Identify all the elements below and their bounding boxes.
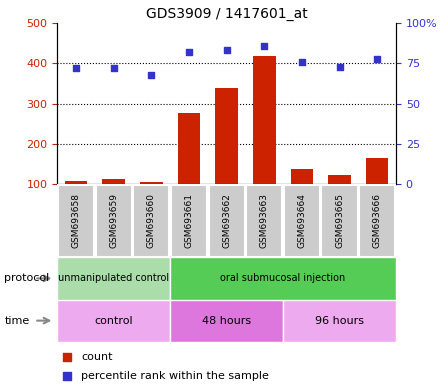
Point xyxy=(336,63,343,70)
Point xyxy=(261,43,268,49)
Bar xyxy=(284,185,320,257)
Point xyxy=(110,65,117,71)
Text: GSM693659: GSM693659 xyxy=(109,193,118,248)
Bar xyxy=(322,185,358,257)
Bar xyxy=(328,175,351,225)
Text: GSM693663: GSM693663 xyxy=(260,193,269,248)
Bar xyxy=(209,185,245,257)
Bar xyxy=(57,300,170,342)
Text: GSM693665: GSM693665 xyxy=(335,193,344,248)
Text: oral submucosal injection: oral submucosal injection xyxy=(220,273,346,283)
Point xyxy=(374,55,381,61)
Text: GSM693666: GSM693666 xyxy=(373,193,381,248)
Bar xyxy=(133,185,169,257)
Bar xyxy=(215,88,238,225)
Bar xyxy=(366,158,389,225)
Bar xyxy=(103,179,125,225)
Title: GDS3909 / 1417601_at: GDS3909 / 1417601_at xyxy=(146,7,308,21)
Bar xyxy=(170,257,396,300)
Bar xyxy=(290,169,313,225)
Point xyxy=(185,49,192,55)
Bar xyxy=(253,56,275,225)
Point xyxy=(64,373,71,379)
Text: GSM693662: GSM693662 xyxy=(222,194,231,248)
Bar xyxy=(57,257,170,300)
Bar xyxy=(140,182,163,225)
Bar xyxy=(95,185,132,257)
Point xyxy=(64,354,71,360)
Text: control: control xyxy=(94,316,133,326)
Text: GSM693661: GSM693661 xyxy=(184,193,194,248)
Bar xyxy=(283,300,396,342)
Text: GSM693664: GSM693664 xyxy=(297,194,306,248)
Text: 96 hours: 96 hours xyxy=(315,316,364,326)
Bar xyxy=(171,185,207,257)
Text: percentile rank within the sample: percentile rank within the sample xyxy=(81,371,269,381)
Point xyxy=(298,59,305,65)
Bar xyxy=(65,182,87,225)
Point xyxy=(148,71,155,78)
Bar xyxy=(246,185,282,257)
Bar xyxy=(58,185,94,257)
Text: GSM693660: GSM693660 xyxy=(147,193,156,248)
Text: 48 hours: 48 hours xyxy=(202,316,251,326)
Text: GSM693658: GSM693658 xyxy=(72,193,81,248)
Text: unmanipulated control: unmanipulated control xyxy=(58,273,169,283)
Point xyxy=(223,47,230,53)
Bar xyxy=(170,300,283,342)
Bar xyxy=(178,113,200,225)
Text: count: count xyxy=(81,352,112,362)
Text: protocol: protocol xyxy=(4,273,50,283)
Bar xyxy=(359,185,395,257)
Point xyxy=(73,65,80,71)
Text: time: time xyxy=(4,316,29,326)
